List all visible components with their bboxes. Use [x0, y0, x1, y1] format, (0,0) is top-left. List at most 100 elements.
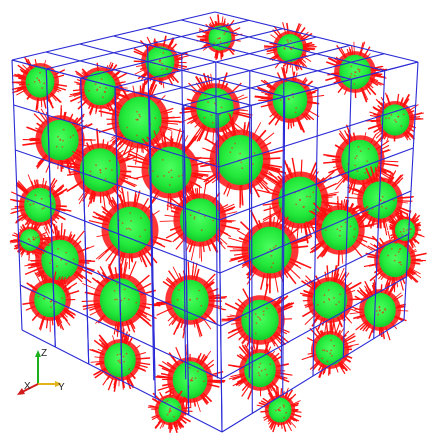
particle-core-speckle — [327, 289, 330, 291]
particle-core-speckle — [272, 262, 275, 265]
particle-core-speckle — [177, 288, 180, 291]
particle-core-speckle — [358, 68, 361, 71]
particle-core-speckle — [394, 254, 397, 257]
particle-core-speckle — [119, 353, 122, 355]
particle-core-speckle — [49, 300, 52, 303]
particle-core-speckle — [196, 297, 199, 300]
particle-core — [148, 146, 192, 194]
grid-line-inner — [215, 61, 219, 379]
particle-core-speckle — [198, 210, 200, 212]
particle-core-speckle — [219, 37, 221, 39]
particle-core-speckle — [55, 145, 58, 148]
particle-core-speckle — [123, 360, 126, 363]
particle-core-speckle — [96, 89, 98, 92]
particle-core-speckle — [189, 298, 191, 301]
particle-core-speckle — [203, 380, 205, 383]
particle-core-speckle — [59, 139, 61, 142]
particle-core-speckle — [394, 119, 396, 121]
particle-cluster — [89, 328, 151, 392]
particle-core-speckle — [338, 301, 340, 303]
particle-core-speckle — [163, 175, 165, 177]
particle-core-speckle — [161, 158, 164, 161]
particle-core-speckle — [169, 410, 172, 412]
particle-cluster — [349, 279, 409, 341]
particle-core-speckle — [273, 246, 275, 249]
particle-core-speckle — [166, 400, 169, 403]
particle-core-speckle — [323, 349, 326, 352]
particle-core-speckle — [196, 370, 199, 373]
particle-core-speckle — [26, 200, 29, 203]
particle-core-speckle — [116, 298, 118, 301]
grid-line-right-horizontal — [221, 276, 407, 380]
particle-core-speckle — [61, 297, 63, 300]
particle-core-speckle — [257, 316, 259, 318]
particle-core-speckle — [378, 306, 381, 309]
particle-cluster — [88, 187, 172, 270]
particle-core-speckle — [213, 42, 216, 44]
particle-core-speckle — [259, 318, 262, 321]
particle-core-speckle — [29, 203, 32, 206]
particle-cluster — [11, 56, 68, 111]
particle-cluster — [256, 386, 302, 433]
particle-core-speckle — [350, 73, 353, 75]
particle-core-speckle — [69, 136, 72, 139]
particle-cluster — [159, 181, 240, 262]
particle-core-speckle — [36, 77, 39, 80]
particle-core-speckle — [204, 94, 207, 97]
particle-core-speckle — [34, 194, 37, 197]
particle-cluster — [299, 265, 365, 335]
particle-core-speckle — [244, 316, 247, 318]
particle-core-speckle — [377, 313, 380, 316]
particle-core-speckle — [264, 368, 267, 371]
particle-core-speckle — [211, 121, 214, 124]
particle-core-speckle — [270, 254, 273, 257]
particle-cluster — [365, 92, 425, 143]
particle-core-speckle — [194, 377, 197, 379]
particle-core-speckle — [139, 235, 142, 238]
particle-core-speckle — [359, 150, 362, 153]
particle-core-speckle — [354, 71, 357, 74]
particle-core-speckle — [210, 114, 213, 117]
grid-line-inner — [147, 44, 155, 381]
particle-core-speckle — [33, 81, 36, 83]
particle-core-speckle — [166, 413, 169, 416]
particle-core-speckle — [393, 259, 396, 262]
particle-core-speckle — [339, 293, 341, 296]
particle-cluster — [304, 194, 378, 267]
particle-core — [179, 198, 221, 242]
particle-core-speckle — [139, 115, 141, 118]
particle-core-speckle — [38, 79, 40, 82]
particle-core-speckle — [213, 102, 216, 105]
grid-line-right-horizontal — [221, 319, 405, 433]
particle-core-speckle — [129, 228, 132, 231]
particle-core-speckle — [229, 151, 232, 154]
particle-core-speckle — [283, 405, 285, 408]
particle-core-speckle — [203, 116, 206, 119]
particle-core-speckle — [408, 231, 411, 234]
particle-core-speckle — [403, 230, 405, 233]
particle-core-speckle — [94, 83, 97, 86]
particle-core-speckle — [176, 298, 179, 301]
particle-core-speckle — [135, 301, 138, 304]
particle-core-speckle — [37, 295, 40, 298]
particle-core-speckle — [57, 135, 59, 138]
particle-core-speckle — [43, 82, 46, 85]
particle-core-speckle — [282, 404, 285, 407]
particle-core-speckle — [322, 349, 324, 352]
particle-core-speckle — [278, 409, 280, 412]
particle-core-speckle — [125, 227, 128, 230]
lattice-grid — [11, 11, 419, 433]
particle-core-speckle — [219, 114, 222, 116]
grid-line-inner — [114, 86, 123, 382]
particle-core-speckle — [380, 205, 383, 208]
particle-core — [84, 70, 116, 106]
particle-core-speckle — [99, 169, 102, 172]
particle-core-speckle — [254, 332, 257, 335]
particle-core-speckle — [286, 39, 289, 42]
particle-core-speckle — [102, 96, 104, 99]
particle-core-speckle — [262, 310, 265, 313]
particle-core-speckle — [258, 374, 261, 377]
particle-core-speckle — [357, 145, 360, 148]
